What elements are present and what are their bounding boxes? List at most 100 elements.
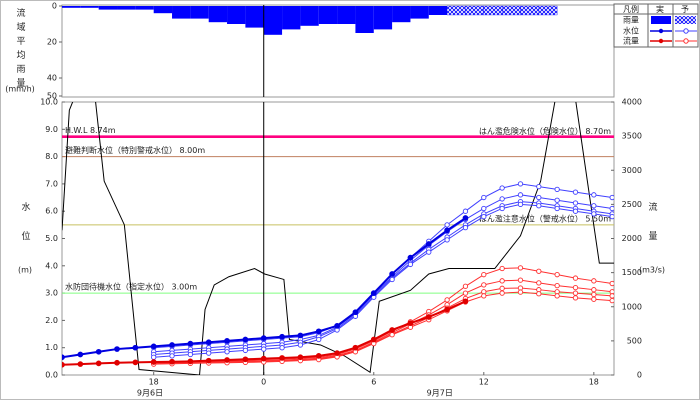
series-marker: [169, 358, 175, 365]
series-marker: [462, 298, 469, 305]
y-tick-label: 9.0: [45, 125, 58, 134]
series-marker: [444, 237, 450, 243]
series-marker: [481, 282, 487, 288]
series-marker: [389, 271, 395, 277]
series-marker: [536, 291, 542, 297]
series-marker: [517, 277, 524, 283]
series-marker: [334, 323, 340, 329]
y-tick-label: 0.0: [45, 371, 58, 380]
y2-tick-label: 0: [637, 371, 642, 380]
y-tick-label: 1.0: [45, 343, 58, 352]
series-marker: [554, 197, 560, 203]
series-marker: [150, 343, 157, 350]
rain-bar: [245, 6, 264, 28]
series-marker: [132, 359, 139, 366]
x-tick-label: 18: [149, 378, 159, 387]
series-marker: [389, 332, 395, 338]
series-marker: [389, 327, 395, 333]
series-marker: [279, 333, 285, 340]
series-marker: [517, 181, 524, 187]
series-marker: [187, 351, 194, 358]
series-marker: [444, 297, 450, 303]
legend-title: 凡例: [623, 4, 639, 14]
rain-bar: [172, 6, 191, 19]
rain-bar: [300, 6, 319, 26]
y-tick-label: 4.0: [45, 261, 58, 270]
y-tick-label: 6.0: [45, 207, 58, 216]
series-marker: [554, 272, 560, 278]
series-marker: [481, 293, 487, 299]
series-marker: [389, 276, 395, 283]
series-line: [153, 279, 613, 364]
series-marker: [444, 227, 450, 234]
series-marker: [224, 349, 230, 355]
series-marker: [407, 261, 414, 268]
series-marker: [334, 350, 340, 357]
series-marker: [425, 241, 432, 247]
series-marker: [187, 358, 194, 365]
plot-frame: [61, 101, 615, 376]
series-marker: [260, 355, 267, 362]
rain-bar: [538, 5, 558, 16]
series-marker: [169, 353, 175, 359]
series-marker: [95, 360, 102, 367]
series-marker: [315, 328, 322, 335]
series-marker: [591, 287, 597, 293]
series-marker: [572, 189, 579, 195]
series-marker: [444, 306, 450, 313]
series-marker: [260, 335, 267, 341]
series-marker: [591, 296, 597, 302]
rain-bar: [98, 6, 118, 10]
series-marker: [77, 351, 84, 358]
rain-bar: [227, 6, 246, 24]
series-marker: [169, 342, 175, 348]
legend-swatch: [651, 16, 671, 24]
series-marker: [407, 320, 414, 326]
series-marker: [609, 280, 614, 287]
series-marker: [425, 314, 432, 320]
series-marker: [517, 265, 524, 271]
series-marker: [481, 272, 487, 278]
x-tick-label: 6: [371, 378, 376, 387]
series-marker: [242, 336, 249, 343]
rain-bar: [428, 6, 448, 15]
legend-swatch: [683, 38, 689, 44]
y-tick-label: 50: [47, 92, 57, 101]
series-marker: [536, 280, 542, 286]
series-marker: [462, 283, 469, 289]
series-marker: [352, 309, 359, 316]
series-marker: [462, 290, 469, 296]
flow-axis-unit: (m3/s): [639, 266, 665, 275]
rain-bar: [465, 5, 484, 16]
series-marker: [517, 201, 524, 208]
legend-column: 実: [656, 4, 664, 14]
series-marker: [609, 297, 614, 304]
y2-tick-label: 2000: [622, 234, 642, 243]
series-line: [62, 102, 614, 375]
x-tick-label: 12: [479, 378, 489, 387]
series-marker: [224, 357, 230, 363]
series-marker: [224, 338, 230, 344]
series-marker: [517, 289, 524, 295]
legend-swatch: [683, 28, 689, 34]
series-marker: [62, 361, 65, 368]
legend-row: 流量: [623, 36, 639, 46]
series-marker: [370, 336, 377, 343]
y-tick-label: 2.0: [45, 316, 58, 325]
rain-bar: [80, 6, 99, 8]
reference-label: はん濫注意水位（警戒水位） 5.50m: [479, 213, 611, 223]
date-label: 9月7日: [427, 389, 453, 398]
reference-label: はん濫危険水位（危険水位） 8.70m: [479, 126, 611, 136]
date-label: 9月6日: [137, 389, 163, 398]
series-marker: [297, 354, 304, 361]
series-marker: [279, 355, 285, 361]
series-marker: [407, 254, 414, 261]
y-tick-label: 8.0: [45, 152, 58, 161]
series-marker: [554, 293, 560, 299]
x-tick-label: 18: [589, 378, 599, 387]
series-marker: [591, 291, 597, 298]
series-marker: [572, 275, 579, 281]
rain-bar: [153, 6, 173, 14]
legend-swatch: [658, 28, 664, 34]
